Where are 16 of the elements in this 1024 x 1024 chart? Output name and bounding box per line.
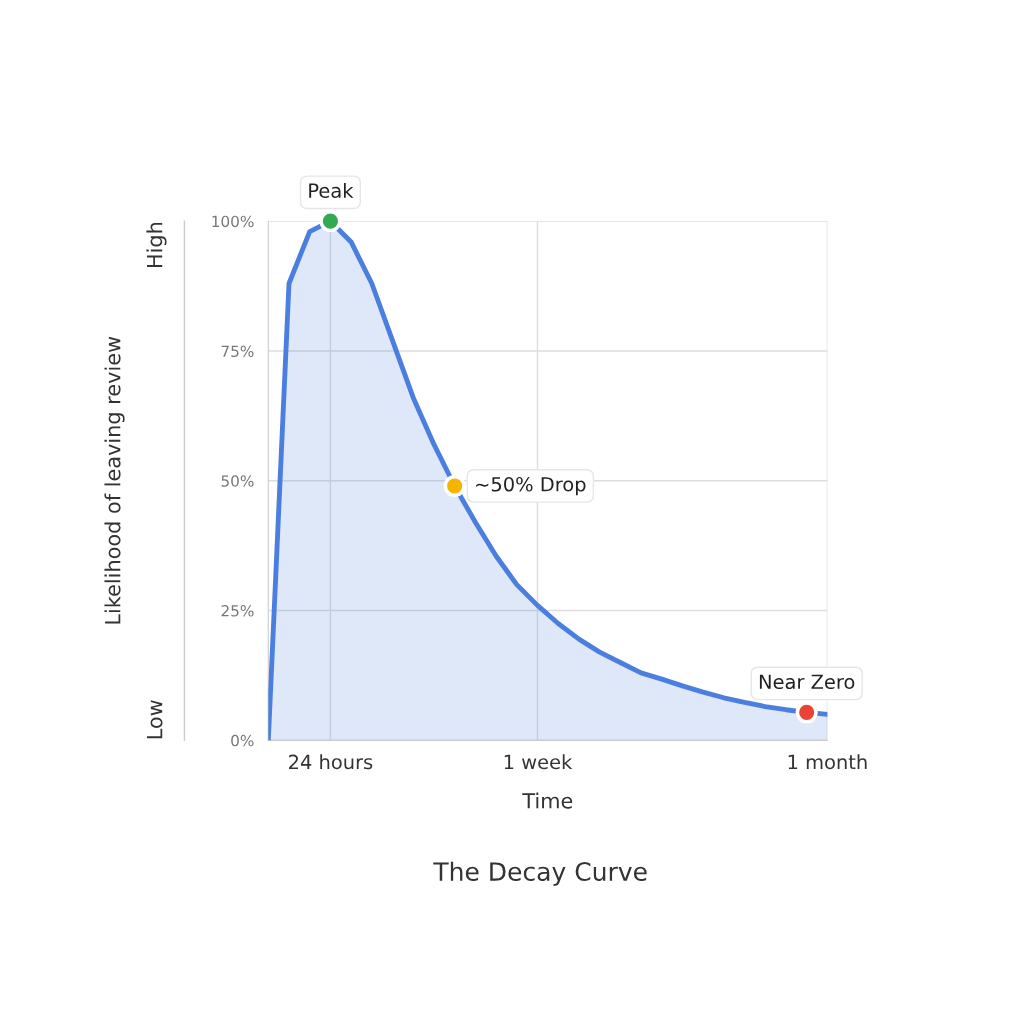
- x-tick-label: 1 month: [788, 754, 867, 770]
- x-tick-label: 24 hours: [289, 754, 373, 770]
- y-axis-title: Likelihood of leaving review: [104, 336, 125, 624]
- y-tick-label: 25%: [221, 605, 254, 617]
- x-tick-label: 1 week: [504, 754, 573, 770]
- y-tick-label: 100%: [212, 215, 254, 228]
- text: High: [146, 222, 167, 268]
- y-tick-label: 0%: [231, 734, 254, 747]
- y-tick-label: 75%: [221, 345, 254, 357]
- text: Peak: [309, 182, 354, 198]
- text: Low: [147, 700, 163, 739]
- x-axis-title: Time: [522, 792, 573, 809]
- text: The Decay Curve: [433, 861, 647, 886]
- annotation: ~50% Drop: [476, 476, 586, 496]
- y-tick-label: 50%: [221, 475, 254, 487]
- annotation: Near Zero: [759, 674, 855, 690]
